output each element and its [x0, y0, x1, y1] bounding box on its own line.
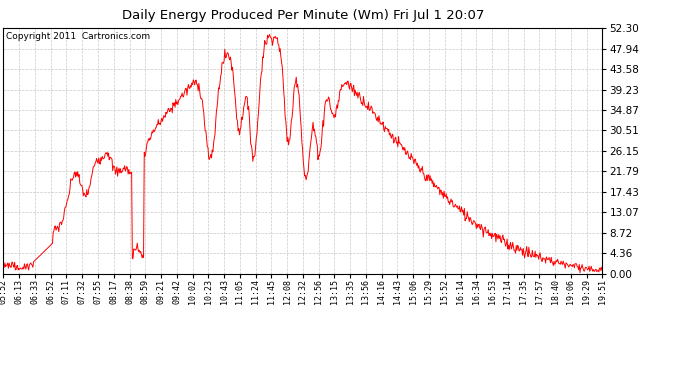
- Text: Daily Energy Produced Per Minute (Wm) Fri Jul 1 20:07: Daily Energy Produced Per Minute (Wm) Fr…: [122, 9, 485, 22]
- Text: Copyright 2011  Cartronics.com: Copyright 2011 Cartronics.com: [6, 32, 150, 41]
